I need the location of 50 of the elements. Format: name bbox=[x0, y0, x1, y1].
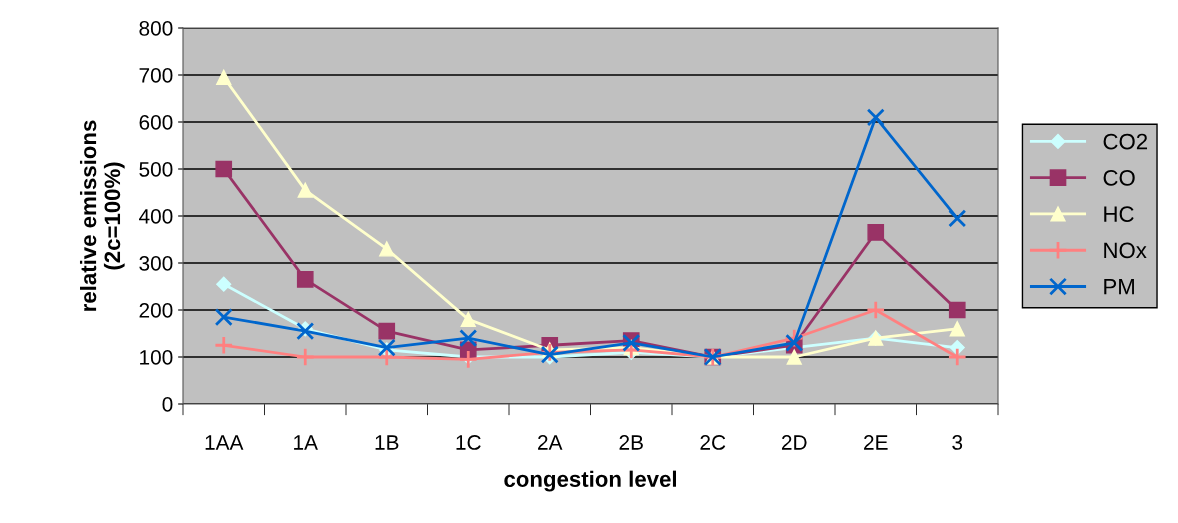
y-tick-label: 200 bbox=[139, 303, 173, 318]
point bbox=[214, 308, 233, 327]
y-tick-label: 0 bbox=[162, 397, 173, 412]
y-tick-label: 600 bbox=[139, 115, 173, 130]
y-axis-title: relative emissions (2c=100%) bbox=[79, 120, 125, 311]
x-tick-label: 1C bbox=[456, 435, 481, 450]
y-tick-label: 100 bbox=[140, 350, 173, 365]
x-tick-label: 2A bbox=[538, 435, 563, 450]
legend-label: CO2 bbox=[1103, 133, 1148, 150]
x-tick-label: 1AA bbox=[205, 435, 244, 450]
point bbox=[459, 329, 478, 348]
x-tick-label: 2E bbox=[864, 435, 888, 450]
point bbox=[216, 276, 232, 292]
point bbox=[948, 209, 967, 228]
point bbox=[216, 69, 232, 85]
point bbox=[296, 271, 314, 288]
point bbox=[460, 311, 476, 328]
point bbox=[295, 347, 315, 367]
x-axis-title: congestion level bbox=[504, 470, 676, 492]
y-tick-label: 800 bbox=[139, 21, 173, 36]
x-tick-label: 2C bbox=[700, 435, 726, 450]
point bbox=[215, 160, 233, 178]
x-tick-label: 2D bbox=[781, 435, 807, 450]
point bbox=[377, 347, 397, 367]
point bbox=[379, 241, 395, 257]
y-tick-label: 700 bbox=[139, 68, 173, 83]
point bbox=[458, 349, 478, 370]
point bbox=[786, 349, 802, 365]
y-tick-label: 300 bbox=[139, 256, 173, 271]
legend-label: CO bbox=[1103, 169, 1135, 186]
legend-label: PM bbox=[1104, 279, 1134, 295]
y-tick-label: 500 bbox=[139, 162, 173, 177]
point bbox=[378, 322, 396, 340]
point bbox=[866, 108, 885, 127]
y-tick-label: 400 bbox=[139, 209, 173, 224]
point bbox=[377, 338, 396, 357]
point bbox=[866, 300, 886, 320]
point bbox=[947, 347, 967, 367]
point bbox=[948, 301, 966, 319]
x-tick-label: 3 bbox=[952, 435, 963, 450]
x-tick-label: 2B bbox=[619, 435, 643, 450]
point bbox=[867, 224, 885, 241]
point bbox=[214, 335, 234, 355]
x-tick-label: 1B bbox=[375, 435, 399, 450]
point bbox=[297, 182, 313, 198]
legend-label: NOx bbox=[1104, 242, 1147, 259]
point bbox=[296, 322, 315, 341]
x-tick-label: 1A bbox=[294, 435, 318, 450]
point bbox=[949, 321, 965, 337]
legend-label: HC bbox=[1104, 206, 1134, 222]
